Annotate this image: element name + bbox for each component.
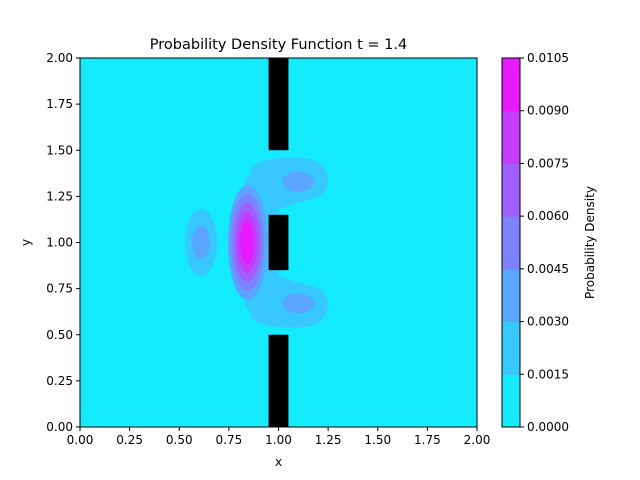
upper-right-lobe-band-2 xyxy=(282,171,315,192)
chart-title: Probability Density Function t = 1.4 xyxy=(150,37,407,53)
colorbar-tick-label: 0.0105 xyxy=(527,51,569,65)
barrier-1 xyxy=(268,334,289,427)
y-axis-label: y xyxy=(19,239,33,246)
colorbar-tick-label: 0.0045 xyxy=(527,262,569,276)
y-tick-label: 0.00 xyxy=(46,420,73,434)
left-blob-band-2 xyxy=(192,225,211,260)
barrier-2 xyxy=(268,214,289,271)
y-tick-label: 2.00 xyxy=(46,51,73,65)
colorbar-tick-label: 0.0060 xyxy=(527,209,569,223)
x-tick-label: 0.00 xyxy=(67,433,94,447)
y-tick-label: 1.25 xyxy=(46,189,73,203)
y-tick-label: 1.50 xyxy=(46,143,73,157)
colorbar: 0.0000 0.0015 0.0030 0.0045 0.0060 0.0075 0.00… xyxy=(501,51,569,434)
x-tick-label: 1.00 xyxy=(265,433,292,447)
x-tick-label: 0.50 xyxy=(166,433,193,447)
colorbar-tick-label: 0.0000 xyxy=(527,420,569,434)
colorbar-frame xyxy=(501,57,521,428)
colorbar-tick-label: 0.0030 xyxy=(527,315,569,329)
colorbar-band xyxy=(502,268,520,323)
colorbar-band xyxy=(502,374,520,428)
x-tick-label: 1.50 xyxy=(364,433,391,447)
y-axis: 0.00 0.25 0.50 0.75 1.00 1.25 1.50 1.75 2.00 xyxy=(46,51,80,434)
lower-right-lobe-band-2 xyxy=(282,293,315,314)
colorbar-tick-label: 0.0090 xyxy=(527,104,569,118)
contour-fills xyxy=(185,157,329,328)
x-tick-label: 2.00 xyxy=(464,433,491,447)
x-tick-label: 1.25 xyxy=(315,433,342,447)
x-axis-label: x xyxy=(275,455,282,469)
barrier-3 xyxy=(268,58,289,151)
colorbar-tick-label: 0.0015 xyxy=(527,367,569,381)
y-tick-label: 0.50 xyxy=(46,328,73,342)
colorbar-band xyxy=(502,321,520,375)
plot-area xyxy=(80,58,477,427)
x-tick-label: 1.75 xyxy=(414,433,441,447)
colorbar-band xyxy=(502,110,520,164)
colorbar-band xyxy=(502,58,520,112)
y-tick-label: 0.25 xyxy=(46,374,73,388)
y-tick-label: 0.75 xyxy=(46,282,73,296)
barriers xyxy=(268,58,289,427)
y-tick-label: 1.75 xyxy=(46,97,73,111)
colorbar-band xyxy=(502,163,520,217)
x-tick-label: 0.75 xyxy=(216,433,243,447)
x-tick-label: 0.25 xyxy=(116,433,143,447)
y-tick-label: 1.00 xyxy=(46,236,73,250)
colorbar-band xyxy=(502,216,520,270)
main-peak-band-6 xyxy=(240,220,254,265)
colorbar-tick-label: 0.0075 xyxy=(527,156,569,170)
x-axis: 0.00 0.25 0.50 0.75 1.00 1.25 1.50 1.75 2.00 xyxy=(67,427,491,447)
colorbar-label: Probability Density xyxy=(583,186,597,299)
